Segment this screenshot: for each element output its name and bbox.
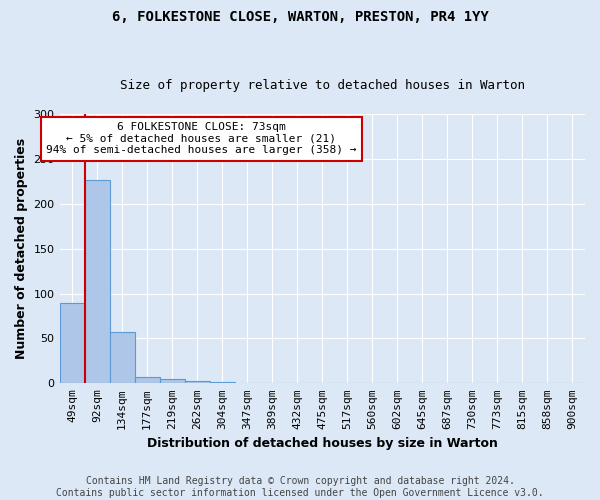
Bar: [209, 382, 235, 384]
Text: 6 FOLKESTONE CLOSE: 73sqm
← 5% of detached houses are smaller (21)
94% of semi-d: 6 FOLKESTONE CLOSE: 73sqm ← 5% of detach…: [46, 122, 356, 156]
Bar: [160, 379, 185, 384]
Bar: [59, 304, 85, 384]
X-axis label: Distribution of detached houses by size in Warton: Distribution of detached houses by size …: [147, 437, 498, 450]
Text: Contains HM Land Registry data © Crown copyright and database right 2024.
Contai: Contains HM Land Registry data © Crown c…: [56, 476, 544, 498]
Text: 6, FOLKESTONE CLOSE, WARTON, PRESTON, PR4 1YY: 6, FOLKESTONE CLOSE, WARTON, PRESTON, PR…: [112, 10, 488, 24]
Bar: [85, 180, 110, 384]
Title: Size of property relative to detached houses in Warton: Size of property relative to detached ho…: [120, 79, 525, 92]
Bar: [185, 380, 209, 384]
Bar: [110, 332, 134, 384]
Y-axis label: Number of detached properties: Number of detached properties: [15, 138, 28, 359]
Bar: [134, 377, 160, 384]
